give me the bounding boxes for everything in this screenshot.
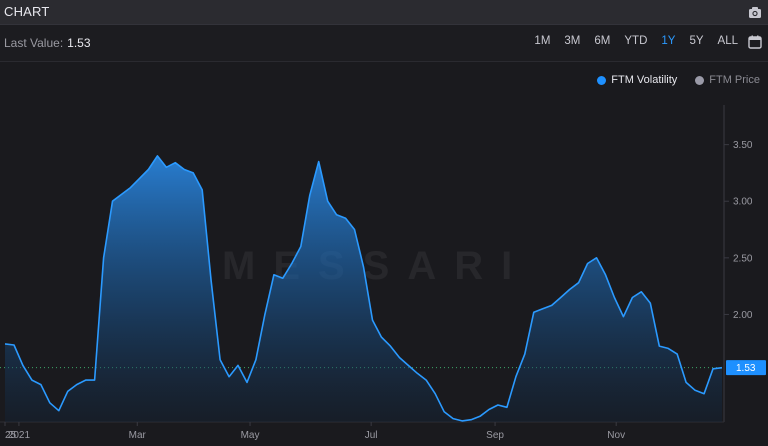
x-tick-label: Nov [607, 430, 625, 441]
last-value-badge-text: 1.53 [736, 363, 756, 374]
y-tick-label: 3.00 [733, 197, 753, 208]
legend-dot-volatility [597, 75, 607, 85]
chart-legend: FTM Volatility FTM Price [579, 74, 760, 86]
range-5y[interactable]: 5Y [689, 35, 704, 47]
x-tick-label: Sep [486, 430, 504, 441]
chart-header: CHART [0, 0, 768, 25]
last-value-number: 1.53 [67, 36, 91, 50]
x-tick-label: May [241, 430, 260, 441]
last-value-badge: 1.53 [726, 360, 766, 376]
y-tick-label: 2.50 [733, 253, 753, 264]
legend-item-volatility[interactable]: FTM Volatility [597, 74, 677, 86]
last-value-label: Last Value: [4, 36, 64, 50]
legend-label-price: FTM Price [709, 74, 760, 86]
range-selector: 1M 3M 6M YTD 1Y 5Y ALL [520, 35, 738, 47]
legend-dot-price [695, 75, 705, 85]
x-tick-label: 25 [5, 430, 17, 441]
chart-toolbar: Last Value: 1.53 1M 3M 6M YTD 1Y 5Y ALL [0, 25, 768, 62]
camera-icon[interactable] [748, 4, 762, 20]
calendar-icon[interactable] [748, 35, 762, 49]
y-tick-label: 3.50 [733, 140, 753, 151]
legend-item-price[interactable]: FTM Price [695, 74, 760, 86]
range-1m[interactable]: 1M [534, 35, 551, 47]
range-6m[interactable]: 6M [594, 35, 611, 47]
y-tick-label: 2.00 [733, 310, 753, 321]
chart-title: CHART [4, 4, 50, 19]
volatility-line [4, 155, 723, 422]
x-tick-label: Mar [129, 430, 147, 441]
legend-label-volatility: FTM Volatility [611, 74, 678, 86]
range-all[interactable]: ALL [717, 35, 738, 47]
range-3m[interactable]: 3M [564, 35, 581, 47]
watermark: MESSARI [222, 244, 530, 288]
last-value: Last Value: 1.53 [4, 36, 91, 50]
range-ytd[interactable]: YTD [624, 35, 648, 47]
x-tick-label: 2021 [8, 430, 31, 441]
range-1y[interactable]: 1Y [661, 35, 676, 47]
x-tick-label: Jul [365, 430, 378, 441]
volatility-area [5, 155, 722, 422]
